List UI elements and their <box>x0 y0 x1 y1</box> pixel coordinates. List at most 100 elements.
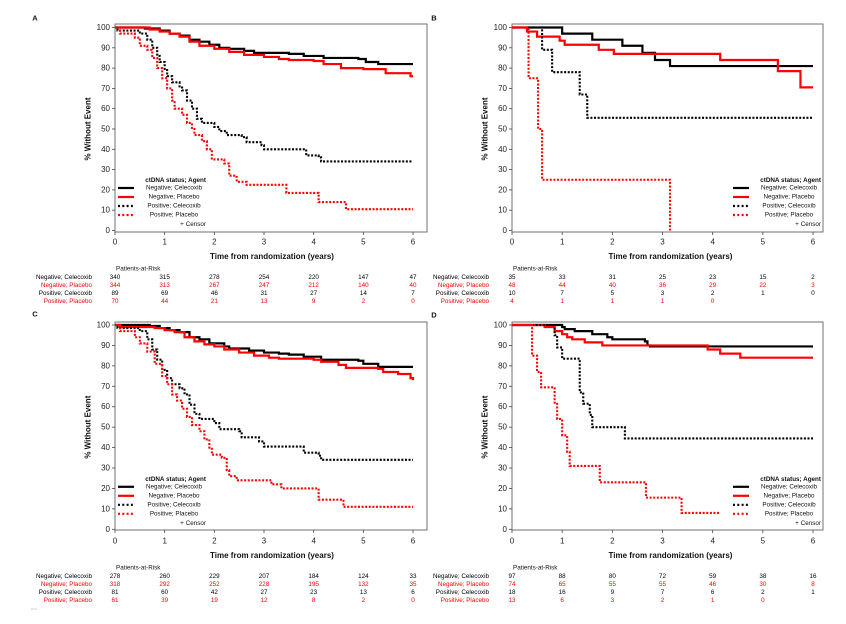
legend-title: ctDNA status; Agent <box>760 476 822 483</box>
at-risk-value: 254 <box>259 274 270 281</box>
legend-censor-label: Censor <box>186 221 206 228</box>
legend-label: Positive; Placebo <box>765 510 814 517</box>
legend-label: Positive; Celecoxib <box>762 501 816 508</box>
y-tick-label: 60 <box>101 402 110 411</box>
at-risk-value: 2 <box>661 597 665 604</box>
x-tick-label: 2 <box>212 536 217 545</box>
legend-item: Negative; Celecoxib <box>733 483 817 490</box>
y-tick-label: 90 <box>101 43 110 52</box>
y-axis: 0 10 20 30 40 50 60 70 80 90 100 % Without Event <box>481 23 512 235</box>
y-tick-label: 30 <box>101 464 110 473</box>
at-risk-value: 313 <box>159 282 170 289</box>
at-risk-value: 23 <box>310 589 318 596</box>
y-axis: 0 10 20 30 40 50 60 70 80 90 100 % Without Event <box>84 321 115 534</box>
series-line-positive-placebo <box>527 323 721 515</box>
at-risk-value: 48 <box>508 282 516 289</box>
at-risk-value: 207 <box>259 573 270 580</box>
panel-label: B <box>431 14 437 23</box>
at-risk-value: 147 <box>358 274 369 281</box>
legend-item: Negative; Celecoxib <box>118 185 202 192</box>
x-tick-label: 5 <box>361 536 366 545</box>
at-risk-value: 0 <box>411 298 415 305</box>
x-tick-label: 3 <box>262 536 267 545</box>
at-risk-value: 2 <box>811 274 815 281</box>
x-tick-label: 0 <box>113 536 118 545</box>
at-risk-value: 278 <box>110 573 121 580</box>
at-risk-value: 2 <box>362 298 366 305</box>
y-tick-label: 60 <box>101 104 110 113</box>
y-tick-label: 40 <box>101 443 110 452</box>
at-risk-value: 55 <box>659 581 667 588</box>
y-tick-label: 50 <box>498 423 507 432</box>
at-risk-value: 19 <box>211 597 219 604</box>
legend-censor-label: Censor <box>801 221 821 228</box>
legend-item: Positive; Placebo <box>733 212 814 219</box>
at-risk-value: 39 <box>161 597 169 604</box>
x-axis: 0 1 2 3 4 5 6 Time from randomization (years) <box>113 530 416 560</box>
at-risk-title: Patients-at-Risk <box>513 564 558 571</box>
y-tick-label: 80 <box>498 64 507 73</box>
at-risk-value: 344 <box>110 282 121 289</box>
y-tick-label: 30 <box>498 165 507 174</box>
y-tick-label: 100 <box>97 321 111 330</box>
at-risk-value: 35 <box>508 274 516 281</box>
at-risk-row: Positive; Placebo 70 44 21 13 9 2 0 <box>44 298 416 305</box>
censor-plus-icon: + <box>180 520 184 527</box>
at-risk-row-label: Positive; Celecoxib <box>39 589 93 596</box>
at-risk-value: 0 <box>711 298 715 305</box>
at-risk-value: 2 <box>761 589 765 596</box>
at-risk-value: 46 <box>211 290 219 297</box>
censor-plus-icon: + <box>795 520 799 527</box>
x-tick-label: 6 <box>811 536 816 545</box>
at-risk-value: 6 <box>411 589 415 596</box>
x-axis: 0 1 2 3 4 5 6 Time from randomization (years) <box>113 232 416 261</box>
plot-frame <box>511 321 824 531</box>
series-line-positive-placebo <box>115 323 413 508</box>
y-tick-label: 30 <box>101 165 110 174</box>
at-risk-value: 35 <box>409 581 417 588</box>
at-risk-value: 2 <box>362 597 366 604</box>
at-risk-value: 252 <box>209 581 220 588</box>
at-risk-value: 13 <box>260 298 268 305</box>
at-risk-value: 13 <box>508 597 516 604</box>
x-tick-label: 2 <box>610 536 615 545</box>
legend-item: Negative; Placebo <box>733 492 815 499</box>
legend-censor-label: Censor <box>801 520 821 527</box>
x-tick-label: 3 <box>660 238 665 247</box>
at-risk-value: 220 <box>308 274 319 281</box>
legend-title: ctDNA status; Agent <box>145 177 207 184</box>
y-tick-label: 80 <box>101 361 110 370</box>
series-line-positive-celecoxib <box>115 26 413 163</box>
legend-censor-label: Censor <box>186 520 206 527</box>
at-risk-value: 70 <box>111 298 119 305</box>
x-tick-label: 4 <box>311 536 316 545</box>
series-line-negative-placebo <box>512 26 813 89</box>
at-risk-row-label: Positive; Placebo <box>44 298 93 305</box>
at-risk-value: 55 <box>609 581 617 588</box>
at-risk-value: 228 <box>259 581 270 588</box>
y-tick-label: 70 <box>498 84 507 93</box>
y-tick-label: 90 <box>101 341 110 350</box>
at-risk-row: Negative; Placebo 344 313 267 247 212 140 40 <box>41 282 417 289</box>
legend-item: Positive; Placebo <box>118 510 199 517</box>
y-tick-label: 0 <box>106 226 111 235</box>
at-risk-row-label: Positive; Placebo <box>44 597 93 604</box>
at-risk-row: Positive; Celecoxib 81 60 42 27 23 13 6 <box>39 589 415 596</box>
legend-label: Positive; Placebo <box>150 212 199 219</box>
y-tick-label: 20 <box>101 484 110 493</box>
at-risk-value: 124 <box>358 573 369 580</box>
censor-plus-icon: + <box>795 221 799 228</box>
at-risk-value: 340 <box>110 274 121 281</box>
at-risk-title: Patients-at-Risk <box>116 564 161 571</box>
at-risk-value: 80 <box>609 573 617 580</box>
at-risk-value: 65 <box>559 581 567 588</box>
at-risk-value: 292 <box>159 581 170 588</box>
series-line-negative-celecoxib <box>512 26 813 68</box>
legend-item: Negative; Celecoxib <box>118 483 202 490</box>
at-risk-value: 42 <box>211 589 219 596</box>
